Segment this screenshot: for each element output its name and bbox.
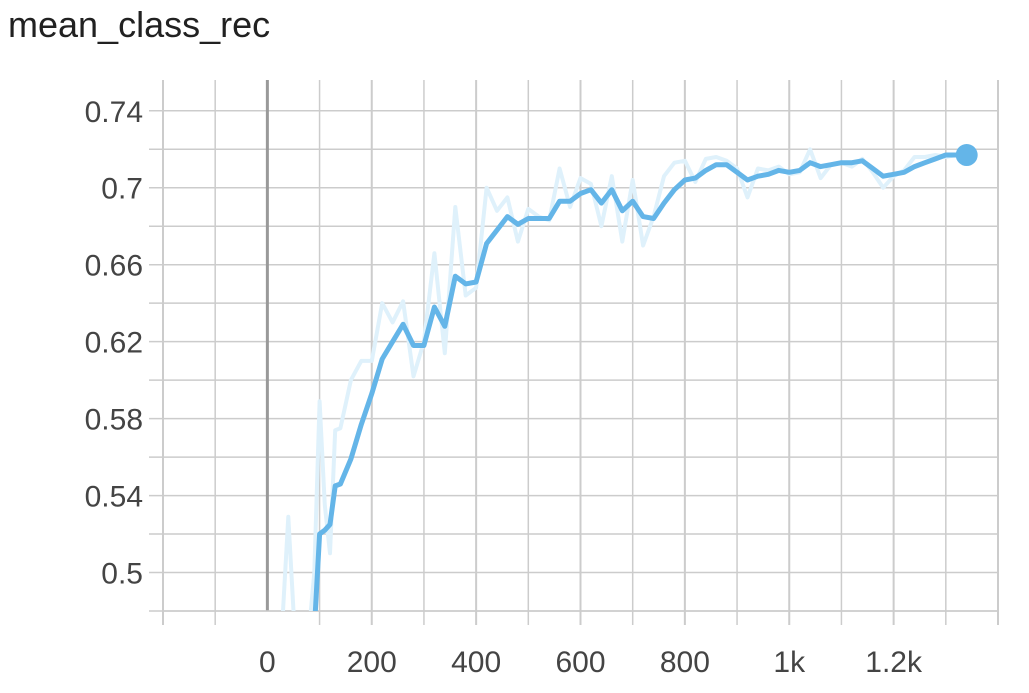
- y-tick-label: 0.7: [101, 173, 143, 206]
- tick-labels: 0.5 0.54 0.58 0.62 0.66 0.7 0.74 0 200 400 600 800 1…: [85, 96, 923, 679]
- x-tick-label: 1k: [773, 646, 806, 679]
- series-layer: [281, 144, 978, 611]
- x-tick-label: 200: [347, 646, 397, 679]
- x-tick-label: 0: [259, 646, 276, 679]
- series-endpoint-marker: [955, 144, 978, 167]
- axes: [163, 80, 998, 612]
- y-tick-label: 0.62: [85, 327, 143, 360]
- x-tick-label: 1.2k: [865, 646, 923, 679]
- y-tick-label: 0.54: [85, 481, 143, 514]
- y-tick-label: 0.74: [85, 96, 143, 129]
- y-tick-label: 0.5: [101, 558, 143, 591]
- y-tick-label: 0.58: [85, 404, 143, 437]
- series-line-raw: [281, 147, 969, 611]
- x-tick-label: 800: [660, 646, 710, 679]
- x-tick-label: 400: [451, 646, 501, 679]
- grid: [149, 80, 999, 625]
- chart-title: mean_class_rec: [8, 4, 271, 45]
- y-tick-label: 0.66: [85, 250, 143, 283]
- series-line-smoothed: [312, 152, 970, 611]
- x-tick-label: 600: [555, 646, 605, 679]
